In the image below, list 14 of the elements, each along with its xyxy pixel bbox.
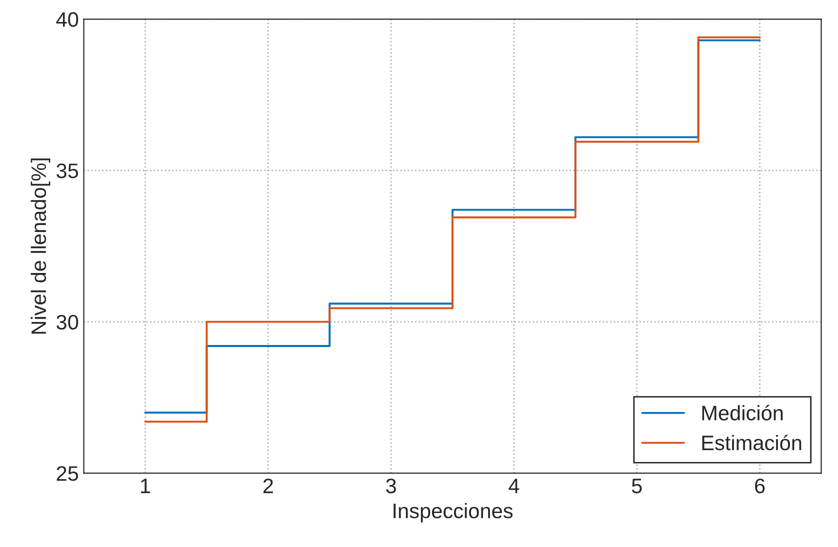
x-tick-label: 4: [508, 478, 520, 494]
legend-label: Estimación: [702, 434, 802, 450]
y-tick-label: 25: [56, 466, 78, 481]
x-tick-label: 6: [755, 478, 765, 494]
y-tick-label: 35: [56, 163, 78, 178]
x-tick-label: 5: [632, 478, 642, 494]
x-tick-label: 1: [141, 478, 150, 494]
legend-label: Medición: [702, 404, 783, 420]
y-tick-label: 30: [56, 314, 78, 330]
x-axis-title: Inspecciones: [394, 502, 513, 522]
y-tick-label: 40: [56, 12, 78, 27]
x-tick-label: 2: [263, 478, 273, 494]
y-axis-title: Nivel de llenado[%]: [30, 158, 50, 334]
x-tick-label: 3: [386, 478, 396, 494]
